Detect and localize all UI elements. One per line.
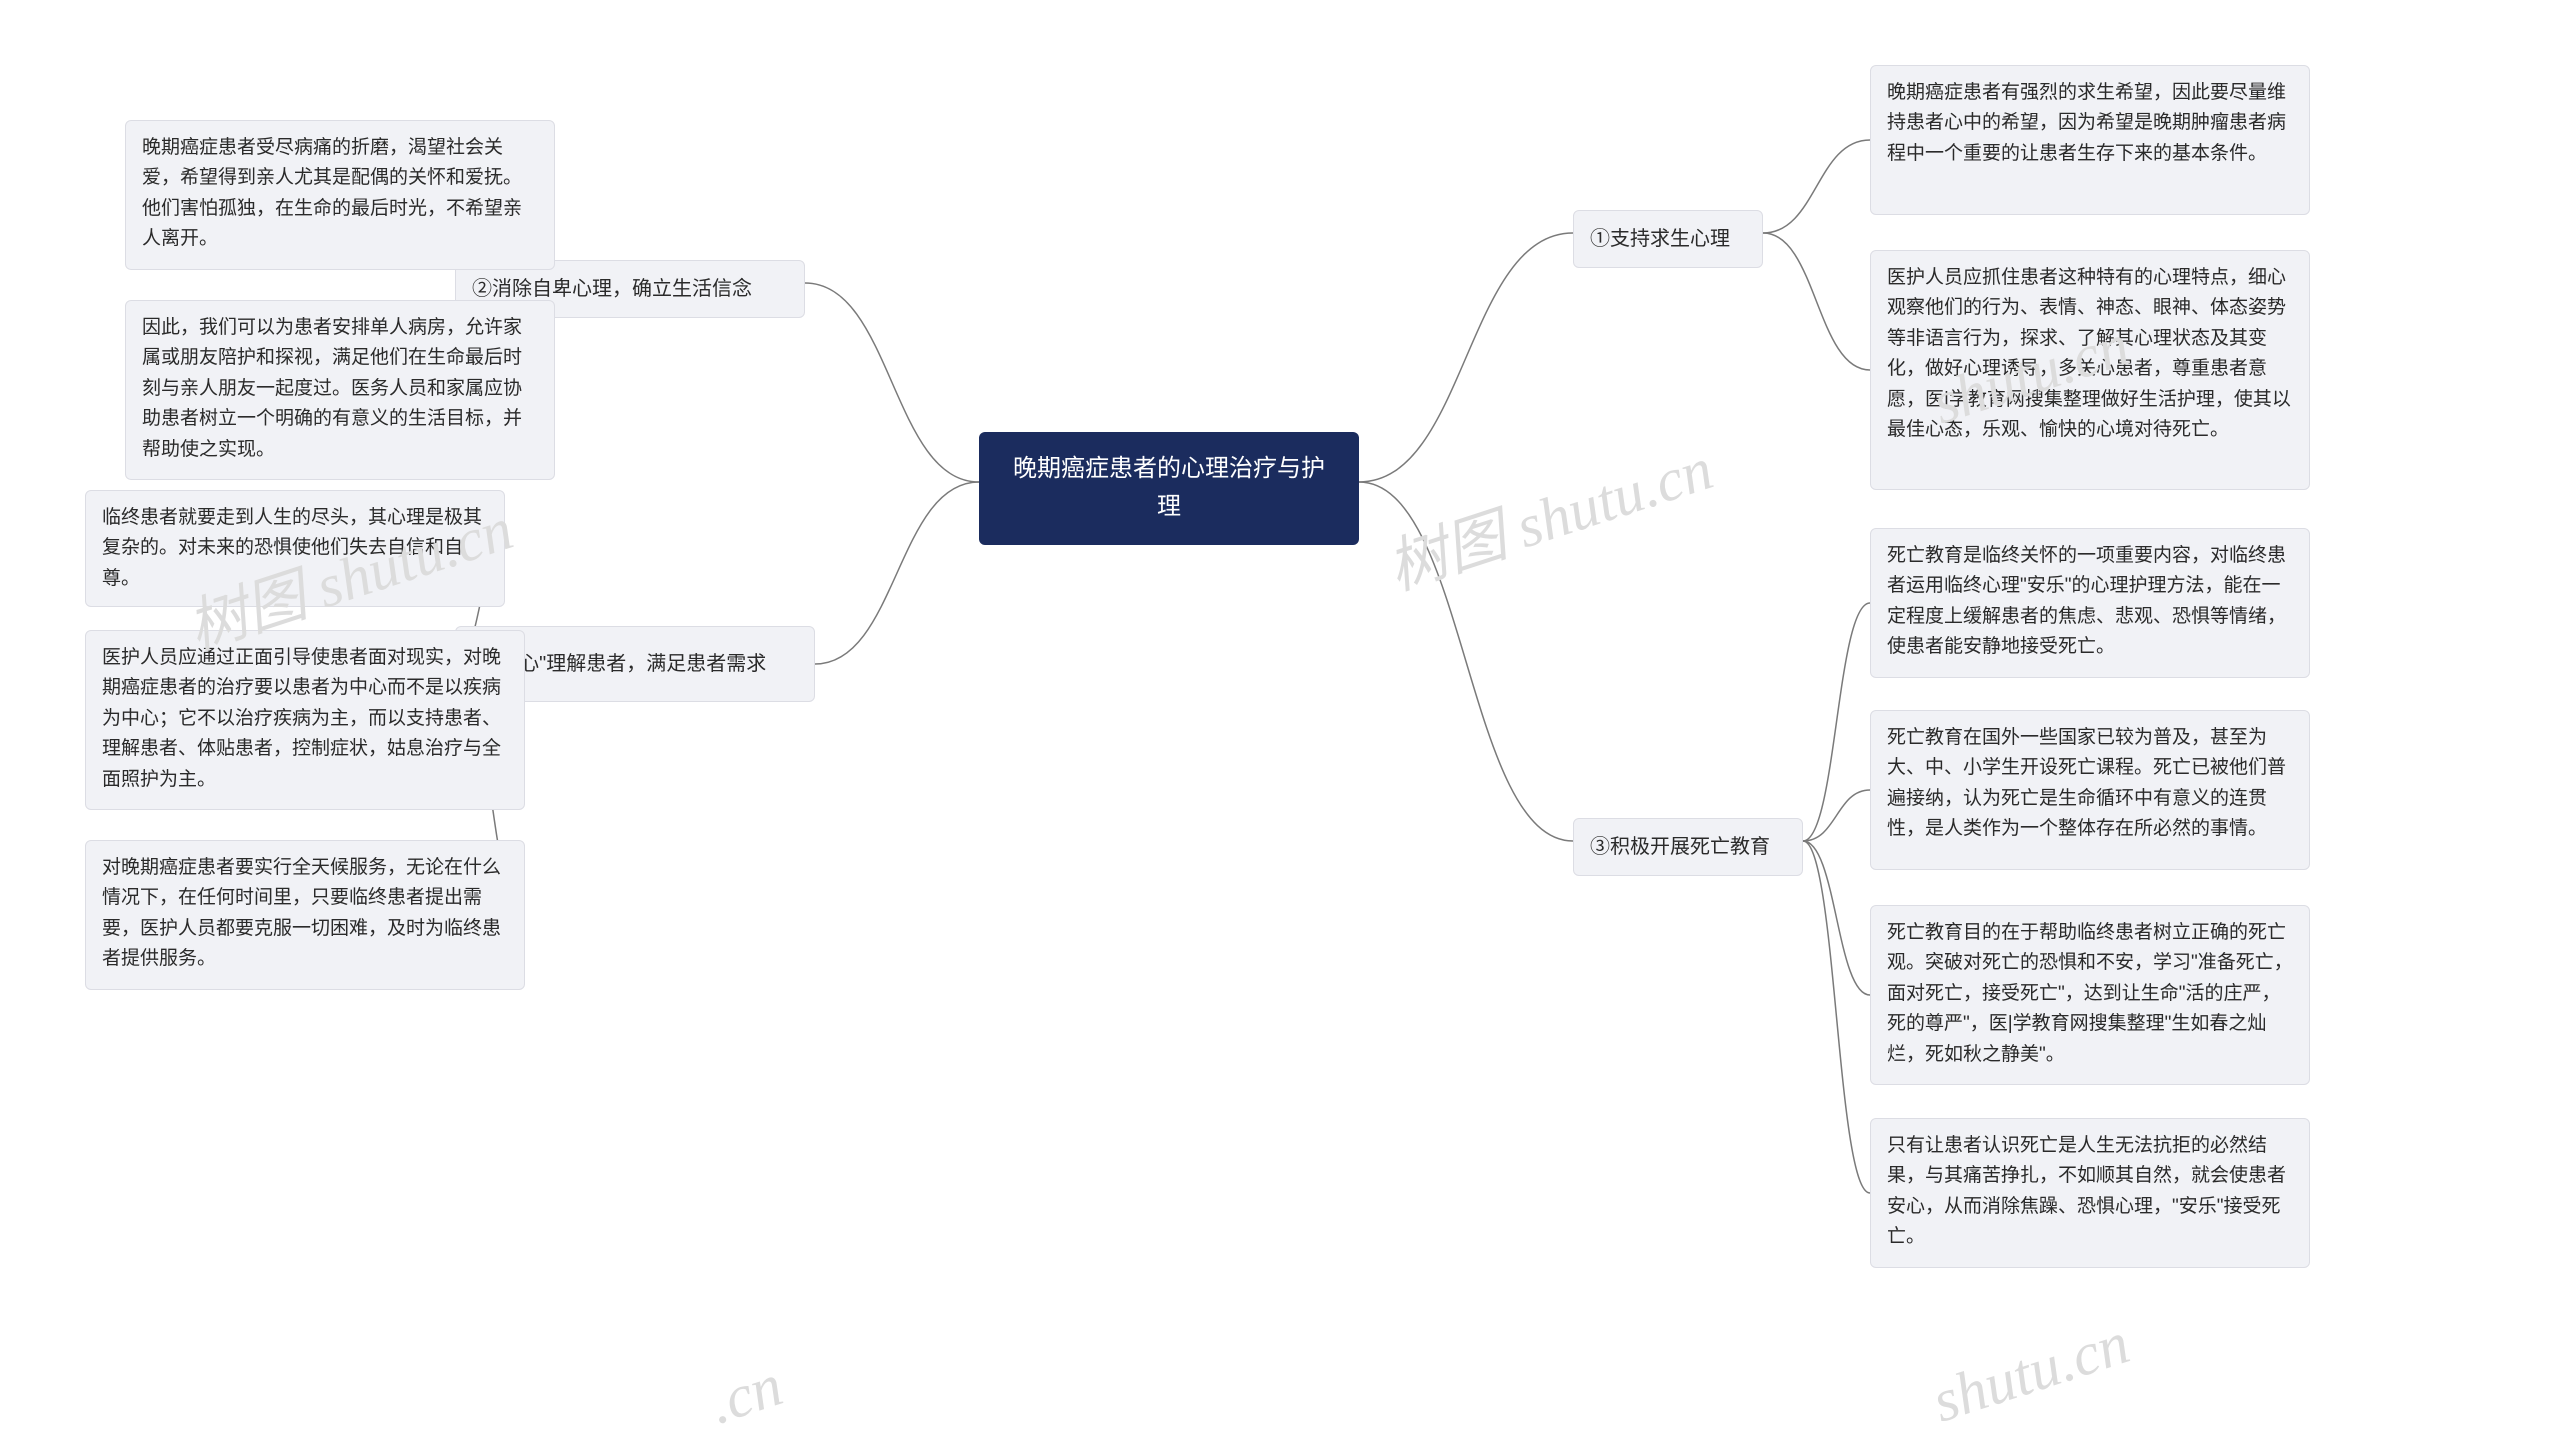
leaf-4b: 医护人员应通过正面引导使患者面对现实，对晚期癌症患者的治疗要以患者为中心而不是以… [85, 630, 525, 810]
branch-1: ①支持求生心理 [1573, 210, 1763, 268]
leaf-3c: 死亡教育目的在于帮助临终患者树立正确的死亡观。突破对死亡的恐惧和不安，学习"准备… [1870, 905, 2310, 1085]
watermark: 树图 shutu.cn [1375, 420, 1722, 607]
watermark: .cn [701, 1351, 790, 1438]
branch-3: ③积极开展死亡教育 [1573, 818, 1803, 876]
leaf-4a: 临终患者就要走到人生的尽头，其心理是极其复杂的。对未来的恐惧使他们失去自信和自尊… [85, 490, 505, 607]
leaf-2a: 晚期癌症患者受尽病痛的折磨，渴望社会关爱，希望得到亲人尤其是配偶的关怀和爱抚。他… [125, 120, 555, 270]
leaf-1b: 医护人员应抓住患者这种特有的心理特点，细心观察他们的行为、表情、神态、眼神、体态… [1870, 250, 2310, 490]
leaf-3d: 只有让患者认识死亡是人生无法抗拒的必然结果，与其痛苦挣扎，不如顺其自然，就会使患… [1870, 1118, 2310, 1268]
leaf-2b: 因此，我们可以为患者安排单人病房，允许家属或朋友陪护和探视，满足他们在生命最后时… [125, 300, 555, 480]
root-node: 晚期癌症患者的心理治疗与护理 [979, 432, 1359, 545]
leaf-1a: 晚期癌症患者有强烈的求生希望，因此要尽量维持患者心中的希望，因为希望是晚期肿瘤患… [1870, 65, 2310, 215]
leaf-3b: 死亡教育在国外一些国家已较为普及，甚至为大、中、小学生开设死亡课程。死亡已被他们… [1870, 710, 2310, 870]
watermark: shutu.cn [1924, 1309, 2137, 1437]
leaf-4c: 对晚期癌症患者要实行全天候服务，无论在什么情况下，在任何时间里，只要临终患者提出… [85, 840, 525, 990]
leaf-3a: 死亡教育是临终关怀的一项重要内容，对临终患者运用临终心理"安乐"的心理护理方法，… [1870, 528, 2310, 678]
